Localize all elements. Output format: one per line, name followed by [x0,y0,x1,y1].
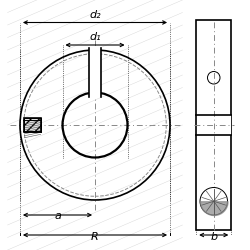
Text: d₂: d₂ [89,10,101,20]
Polygon shape [89,46,101,97]
Text: R: R [91,232,99,242]
Circle shape [200,188,228,215]
Text: d₁: d₁ [89,32,101,42]
Text: b: b [210,232,217,242]
Text: a: a [54,211,61,221]
Polygon shape [196,20,231,230]
Polygon shape [197,115,230,135]
Polygon shape [24,118,40,132]
Polygon shape [24,118,40,132]
